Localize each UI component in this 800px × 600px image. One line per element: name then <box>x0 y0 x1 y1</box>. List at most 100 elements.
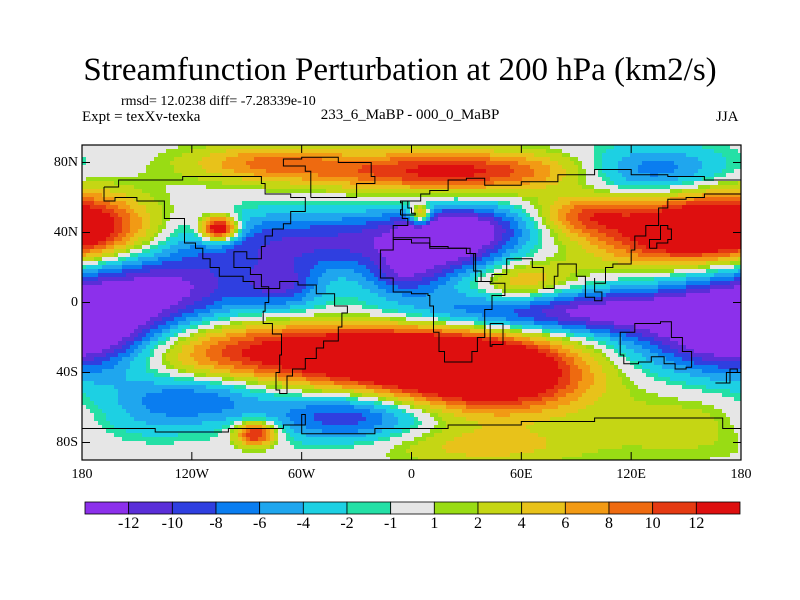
field-cell <box>634 149 639 154</box>
field-cell <box>190 157 195 162</box>
field-cell <box>334 193 339 198</box>
field-cell <box>342 153 347 158</box>
field-cell <box>174 197 179 202</box>
field-cell <box>186 229 191 234</box>
field-cell <box>506 165 511 170</box>
field-cell <box>194 169 199 174</box>
field-cell <box>382 225 387 230</box>
field-cell <box>242 217 247 222</box>
field-cell <box>90 225 95 230</box>
field-cell <box>430 253 435 258</box>
field-cell <box>138 201 143 206</box>
field-cell <box>126 181 131 186</box>
field-cell <box>90 245 95 250</box>
field-cell <box>534 181 539 186</box>
field-cell <box>106 249 111 254</box>
field-cell <box>590 205 595 210</box>
field-cell <box>82 221 87 226</box>
field-cell <box>138 161 143 166</box>
field-cell <box>658 157 663 162</box>
field-cell <box>446 221 451 226</box>
field-cell <box>234 257 239 262</box>
field-cell <box>454 161 459 166</box>
field-cell <box>690 173 695 178</box>
field-cell <box>322 189 327 194</box>
field-cell <box>342 177 347 182</box>
field-cell <box>590 229 595 234</box>
field-cell <box>262 253 267 258</box>
field-cell <box>458 221 463 226</box>
field-cell <box>714 193 719 198</box>
field-cell <box>82 185 87 190</box>
field-cell <box>714 157 719 162</box>
field-cell <box>330 213 335 218</box>
field-cell <box>530 241 535 246</box>
field-cell <box>86 241 91 246</box>
field-cell <box>378 185 383 190</box>
field-cell <box>458 233 463 238</box>
field-cell <box>342 233 347 238</box>
field-cell <box>130 253 135 258</box>
field-cell <box>462 185 467 190</box>
field-cell <box>734 169 739 174</box>
field-cell <box>262 165 267 170</box>
field-cell <box>326 149 331 154</box>
field-cell <box>98 261 103 266</box>
field-cell <box>134 209 139 214</box>
field-cell <box>718 157 723 162</box>
field-cell <box>454 185 459 190</box>
field-cell <box>582 169 587 174</box>
field-cell <box>522 197 527 202</box>
field-cell <box>234 189 239 194</box>
field-cell <box>346 197 351 202</box>
field-cell <box>178 173 183 178</box>
field-cell <box>182 197 187 202</box>
field-cell <box>486 213 491 218</box>
field-cell <box>534 177 539 182</box>
field-cell <box>382 241 387 246</box>
field-cell <box>306 177 311 182</box>
field-cell <box>90 145 95 150</box>
field-cell <box>498 233 503 238</box>
field-cell <box>554 181 559 186</box>
field-cell <box>678 153 683 158</box>
field-cell <box>270 257 275 262</box>
field-cell <box>202 197 207 202</box>
field-cell <box>714 145 719 150</box>
field-cell <box>462 225 467 230</box>
field-cell <box>726 169 731 174</box>
field-cell <box>294 201 299 206</box>
field-cell <box>294 249 299 254</box>
field-cell <box>118 169 123 174</box>
field-cell <box>302 193 307 198</box>
field-cell <box>126 237 131 242</box>
field-cell <box>94 173 99 178</box>
field-cell <box>122 233 127 238</box>
field-cell <box>706 149 711 154</box>
field-cell <box>718 229 723 234</box>
field-cell <box>358 145 363 150</box>
field-cell <box>530 225 535 230</box>
field-cell <box>598 209 603 214</box>
field-cell <box>626 205 631 210</box>
field-cell <box>106 241 111 246</box>
field-cell <box>334 221 339 226</box>
field-cell <box>614 225 619 230</box>
field-cell <box>570 193 575 198</box>
field-cell <box>266 241 271 246</box>
field-cell <box>650 213 655 218</box>
field-cell <box>98 201 103 206</box>
field-cell <box>426 209 431 214</box>
field-cell <box>418 237 423 242</box>
field-cell <box>494 233 499 238</box>
field-cell <box>586 161 591 166</box>
field-cell <box>710 157 715 162</box>
field-cell <box>710 173 715 178</box>
field-cell <box>734 197 739 202</box>
field-cell <box>578 149 583 154</box>
field-cell <box>686 241 691 246</box>
field-cell <box>330 145 335 150</box>
field-cell <box>602 249 607 254</box>
field-cell <box>342 245 347 250</box>
field-cell <box>686 193 691 198</box>
